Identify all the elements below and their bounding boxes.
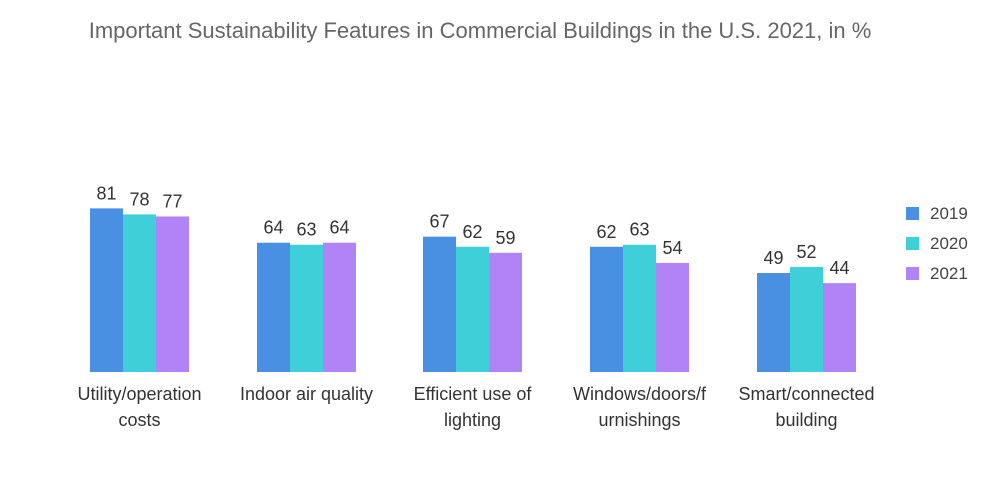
legend-swatch-2020 — [906, 237, 919, 250]
bar-2020-3 — [623, 244, 656, 372]
value-label-2021-3: 54 — [662, 238, 682, 258]
category-label-4-0: Smart/connected — [738, 384, 874, 404]
bar-2019-4 — [757, 273, 790, 372]
bar-2020-0 — [123, 214, 156, 372]
value-label-2020-4: 52 — [796, 242, 816, 262]
bar-2021-3 — [656, 262, 689, 372]
category-label-3-1: urnishings — [598, 410, 680, 430]
value-label-2020-0: 78 — [129, 189, 149, 209]
bar-2019-3 — [590, 246, 623, 372]
bar-2021-1 — [323, 242, 356, 372]
value-label-2019-4: 49 — [763, 248, 783, 268]
bar-2021-4 — [823, 283, 856, 372]
category-label-2-1: lighting — [444, 410, 501, 430]
value-label-2019-1: 64 — [263, 218, 283, 238]
value-label-2021-0: 77 — [162, 191, 182, 211]
bar-2021-2 — [489, 252, 522, 372]
value-label-2019-3: 62 — [596, 222, 616, 242]
value-label-2020-2: 62 — [462, 222, 482, 242]
legend-label-2021: 2021 — [930, 264, 968, 283]
value-label-2020-3: 63 — [629, 220, 649, 240]
value-label-2019-0: 81 — [96, 183, 116, 203]
legend-label-2019: 2019 — [930, 204, 968, 223]
bar-2019-0 — [90, 208, 123, 372]
value-label-2021-1: 64 — [329, 218, 349, 238]
bar-2020-1 — [290, 244, 323, 372]
bar-2021-0 — [156, 216, 189, 372]
legend-label-2020: 2020 — [930, 234, 968, 253]
bar-2019-1 — [257, 242, 290, 372]
bar-2019-2 — [423, 236, 456, 372]
category-label-2-0: Efficient use of — [414, 384, 533, 404]
value-label-2021-2: 59 — [495, 228, 515, 248]
category-label-3-0: Windows/doors/f — [573, 384, 707, 404]
value-label-2019-2: 67 — [429, 212, 449, 232]
category-label-4-1: building — [775, 410, 837, 430]
category-label-0-1: costs — [118, 410, 160, 430]
category-label-0-0: Utility/operation — [77, 384, 201, 404]
value-label-2021-4: 44 — [829, 258, 849, 278]
chart-title: Important Sustainability Features in Com… — [88, 18, 872, 43]
legend-swatch-2019 — [906, 207, 919, 220]
legend-swatch-2021 — [906, 267, 919, 280]
value-label-2020-1: 63 — [296, 220, 316, 240]
bar-2020-2 — [456, 246, 489, 372]
bar-2020-4 — [790, 266, 823, 372]
category-label-1-0: Indoor air quality — [240, 384, 373, 404]
